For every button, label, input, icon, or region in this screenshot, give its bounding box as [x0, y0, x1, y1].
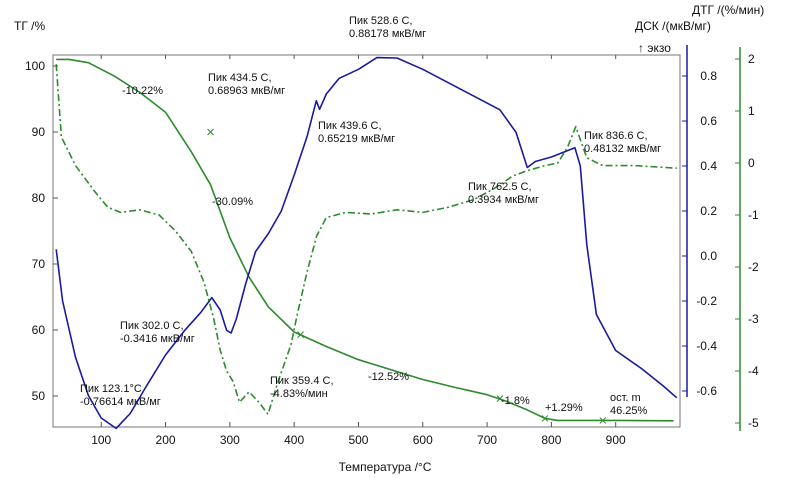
dsc-tick-label: -0.4 [696, 339, 717, 353]
dtg-tick-label: -3 [748, 312, 759, 326]
annotation-a4: Пик 439.6 C, 0.65219 мкВ/мг [318, 120, 395, 145]
dtg-tick-label: 2 [748, 52, 755, 66]
dtg-tick-label: 1 [748, 104, 755, 118]
annotation-m6: ост. m 46.25% [610, 392, 648, 417]
tg-tick-label: 90 [32, 125, 46, 139]
tg-tick-label: 100 [25, 59, 45, 73]
tg-tick-label: 50 [32, 389, 46, 403]
dsc-tick-label: 0.2 [700, 204, 717, 218]
dsc-tick-label: -0.2 [696, 294, 717, 308]
dsc-tick-label: 0.8 [700, 69, 717, 83]
tg-tick-label: 70 [32, 257, 46, 271]
tg-step-marker [541, 415, 549, 422]
x-tick-label: 100 [91, 433, 111, 447]
dtg-tick-label: 0 [748, 156, 755, 170]
annotation-a5: Пик 528.6 C, 0.88178 мкВ/мг [349, 15, 426, 40]
dsc-tick-label: 0.0 [700, 249, 717, 263]
annotation-m5: +1.29% [545, 402, 583, 414]
annotation-m2: -30.09% [212, 196, 253, 208]
x-axis-title: Температура /°C [339, 460, 432, 474]
axes-layer: 100 200 300 400 500 600 700 800 9001009080706050… [25, 45, 759, 447]
annotation-a2: Пик 302.0 C, -0.3416 мкВ/мг [120, 320, 195, 345]
tg-step-marker [496, 395, 504, 402]
annotation-a8: Пик 359.4 C, -4.83%/мин [270, 375, 334, 400]
dtg-tick-label: -1 [748, 208, 759, 222]
dsc-axis-title: ДСК /(мкВ/мг) [635, 19, 711, 33]
x-tick-label: 600 [413, 433, 433, 447]
series-line-ДТГ [55, 64, 677, 415]
annotation-a7: Пик 836.6 C, 0.48132 мкВ/мг [584, 130, 661, 155]
annotation-m4: -1.8% [501, 395, 530, 407]
tg-step-marker [297, 331, 304, 338]
tg-step-marker [599, 417, 607, 424]
exo-arrow-label: ↑ экзо [638, 41, 671, 55]
series-layer [55, 56, 678, 430]
annotation-m3: -12.52% [368, 371, 409, 383]
annotation-a6: Пик 762.5 C, 0.3934 мкВ/мг [468, 181, 539, 206]
dsc-tick-label: -0.6 [696, 384, 717, 398]
x-tick-label: 800 [541, 433, 561, 447]
dsc-tick-label: 0.6 [700, 114, 717, 128]
dtg-axis-title: ДТГ /(%/мин) [692, 3, 764, 17]
x-tick-label: 700 [477, 433, 497, 447]
annotation-a1: Пик 123.1°C -0.76614 мкВ/мг [80, 383, 161, 408]
annotations-layer: Пик 123.1°C -0.76614 мкВ/мг Пик 302.0 C, -0… [80, 15, 661, 417]
dtg-tick-label: -5 [748, 416, 759, 430]
plot-border [52, 54, 681, 428]
dtg-tick-label: -2 [748, 260, 759, 274]
series-line-ТГ [56, 58, 674, 422]
x-tick-label: 500 [348, 433, 368, 447]
x-tick-label: 300 [220, 433, 240, 447]
tg-tick-label: 80 [32, 191, 46, 205]
tg-tick-label: 60 [32, 323, 46, 337]
tg-step-marker [207, 128, 214, 136]
annotation-m1: -10.22% [122, 85, 163, 97]
x-tick-label: 200 [156, 433, 176, 447]
series-line-ДСК [55, 56, 678, 430]
dsc-tick-label: 0.4 [700, 159, 717, 173]
x-tick-label: 900 [606, 433, 626, 447]
annotation-a3: Пик 434.5 C, 0.68963 мкВ/мг [208, 72, 285, 97]
x-tick-label: 400 [284, 433, 304, 447]
dtg-tick-label: -4 [748, 364, 759, 378]
plot-frame [52, 54, 681, 428]
tg-axis-title: ТГ /% [14, 19, 45, 33]
